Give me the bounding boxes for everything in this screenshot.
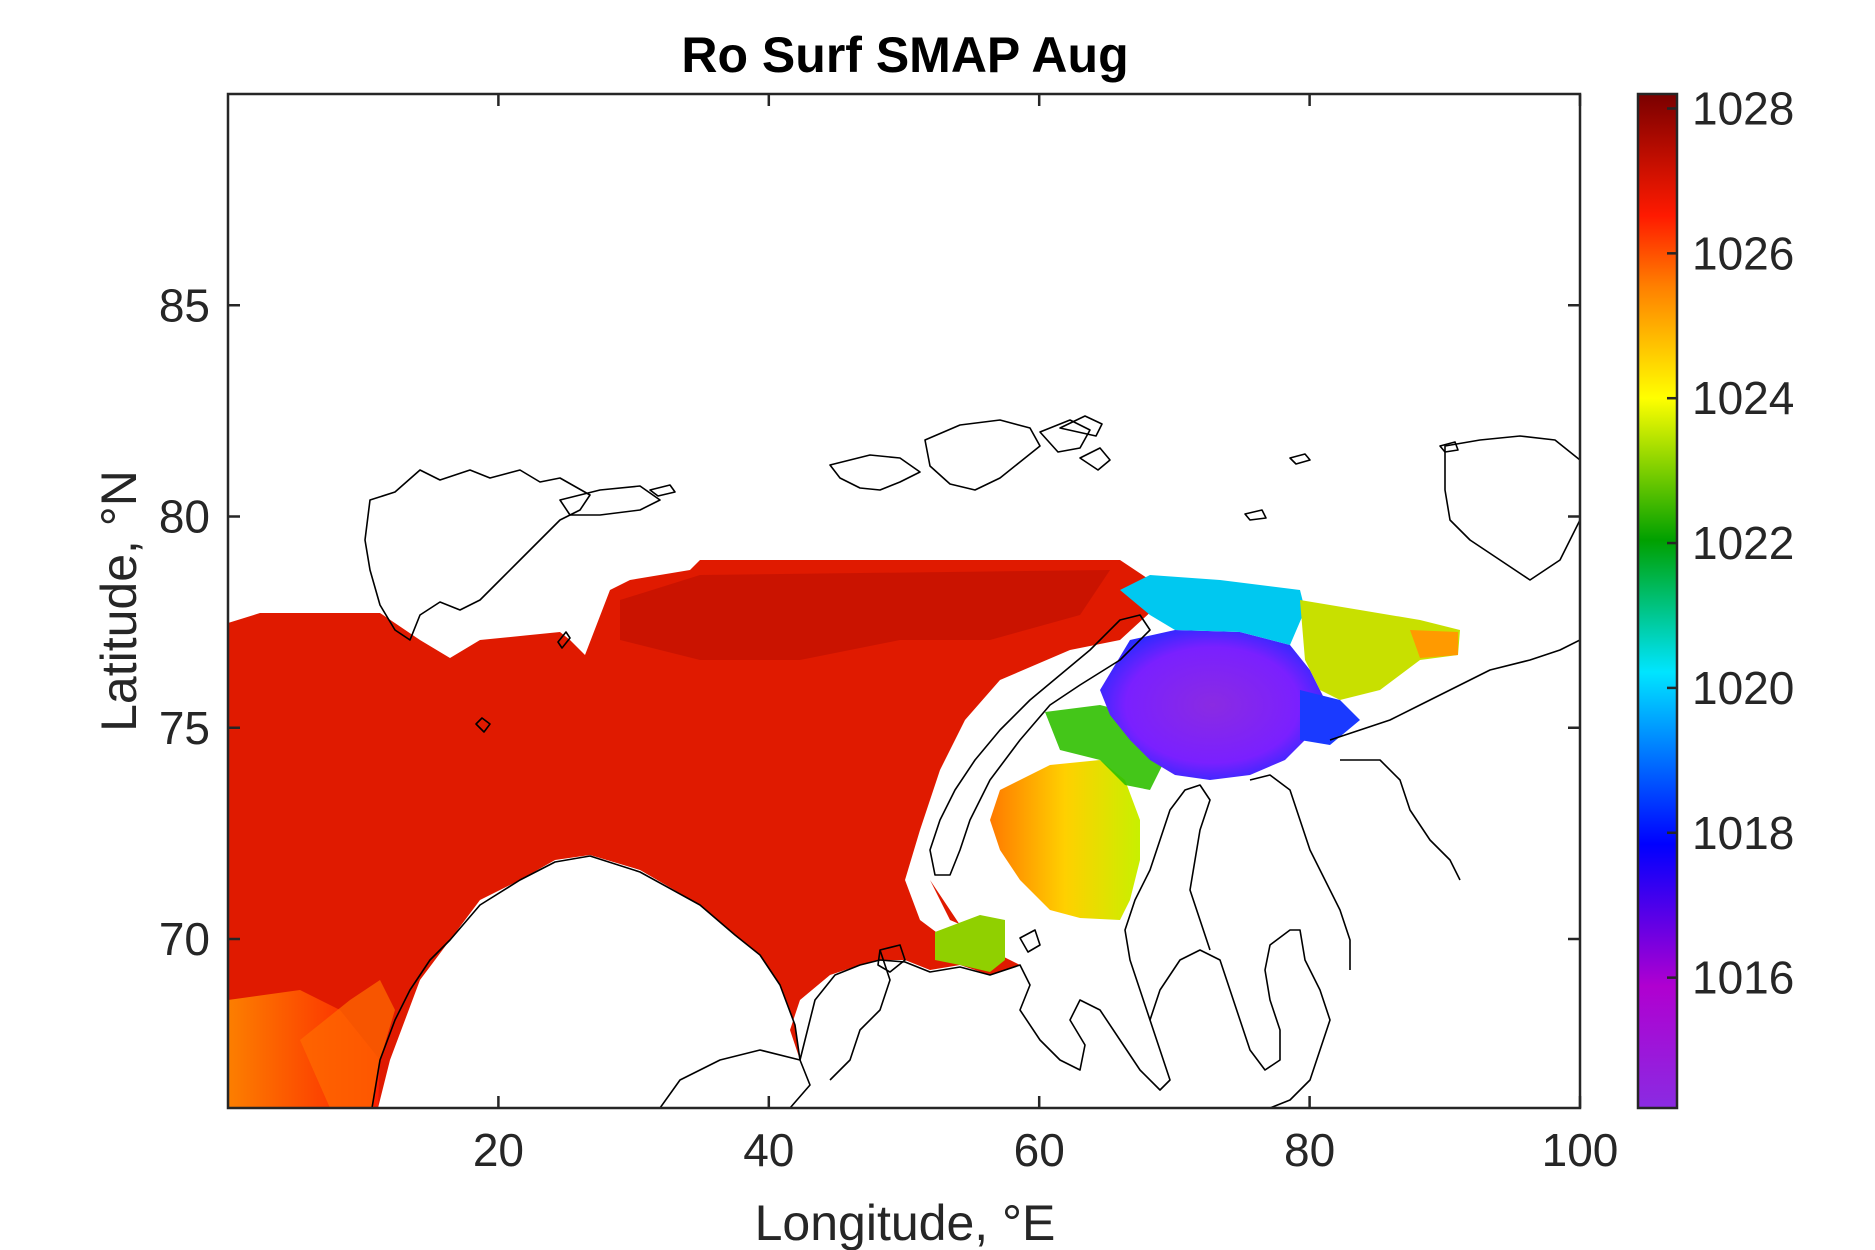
- colorbar-gradient: [1638, 94, 1677, 1108]
- coastline-franz-josef-3: [1039, 419, 1091, 453]
- coastlines: [364, 415, 1580, 1108]
- chart-title: Ro Surf SMAP Aug: [681, 27, 1128, 83]
- heat-region-kara-blue: [1300, 690, 1360, 745]
- coastline-gydan: [1249, 774, 1351, 970]
- heat-region-pechora: [935, 915, 1005, 972]
- y-tick-label: 80: [159, 491, 210, 543]
- colorbar-tick-label: 1024: [1692, 372, 1794, 424]
- y-tick-label: 75: [159, 702, 210, 754]
- y-axis-label: Latitude, °N: [91, 470, 147, 732]
- coastline-severnaya-zemlya-2: [1439, 441, 1459, 453]
- coastline-hopen: [557, 631, 571, 649]
- coastline-taymyr-2: [1340, 759, 1461, 881]
- x-tick-label: 20: [473, 1124, 524, 1176]
- heat-region-south-kara: [990, 760, 1140, 920]
- heat-region-norw-coast-2: [300, 980, 395, 1108]
- x-tick-label: 40: [743, 1124, 794, 1176]
- heat-region-ne-kara: [1300, 600, 1460, 700]
- x-tick-label: 100: [1542, 1124, 1619, 1176]
- colorbar-tick-label: 1016: [1692, 952, 1794, 1004]
- coastline-franz-josef-5: [1059, 415, 1103, 437]
- coastline-franz-josef-1: [829, 454, 921, 491]
- heat-region-north-kara: [1120, 575, 1305, 645]
- heatmap-field: [228, 560, 1460, 1108]
- colorbar: 1016 1018 1020 1022 1024 1026 1028: [1636, 82, 1794, 1110]
- heat-region-north-dark: [620, 570, 1110, 660]
- x-axis: 20 40 60 80 100: [473, 94, 1619, 1176]
- coastline-yamal: [1124, 784, 1211, 1021]
- colorbar-ticks: 1016 1018 1020 1022 1024 1026 1028: [1667, 82, 1794, 1004]
- x-tick-label: 60: [1014, 1124, 1065, 1176]
- colorbar-tick-label: 1020: [1692, 662, 1794, 714]
- plot-area: [228, 94, 1580, 1108]
- axes-frame: [226, 92, 1582, 1110]
- x-tick-label: 80: [1284, 1124, 1335, 1176]
- coastline-kanin: [829, 949, 891, 1081]
- coastline-franz-josef-4: [1079, 447, 1111, 471]
- y-axis: 70 75 80 85: [159, 279, 1580, 965]
- coastline-taymyr: [1329, 639, 1580, 741]
- coastline-severnaya-zemlya: [1444, 435, 1580, 581]
- heat-region-ne-kara-orange: [1410, 630, 1458, 658]
- y-tick-label: 85: [159, 279, 210, 331]
- coastline-svalbard: [364, 469, 591, 641]
- coastline-novaya-zemlya: [929, 614, 1151, 876]
- coastline-vaygach: [1019, 929, 1041, 953]
- coastline-kolguev: [877, 944, 906, 973]
- colorbar-tick-label: 1018: [1692, 807, 1794, 859]
- colorbar-tick-label: 1022: [1692, 517, 1794, 569]
- coastline-victoria: [649, 484, 676, 497]
- coastline-schmidt: [1244, 509, 1267, 521]
- coastline-white-sea: [659, 1049, 811, 1108]
- colorbar-tick-label: 1028: [1692, 82, 1794, 134]
- colorbar-tick-label: 1026: [1692, 227, 1794, 279]
- coastline-bear-island: [475, 717, 491, 733]
- coastline-franz-josef-2: [924, 419, 1041, 491]
- coastline-svalbard-east: [559, 485, 661, 516]
- coastline-mainland-west: [371, 855, 1331, 1108]
- x-axis-label: Longitude, °E: [755, 1195, 1056, 1250]
- heat-region-central-kara: [1100, 630, 1325, 780]
- colorbar-frame: [1636, 92, 1679, 1110]
- heat-region-barents: [228, 560, 1155, 1108]
- coastline-ushakov: [1289, 453, 1311, 465]
- y-tick-label: 70: [159, 913, 210, 965]
